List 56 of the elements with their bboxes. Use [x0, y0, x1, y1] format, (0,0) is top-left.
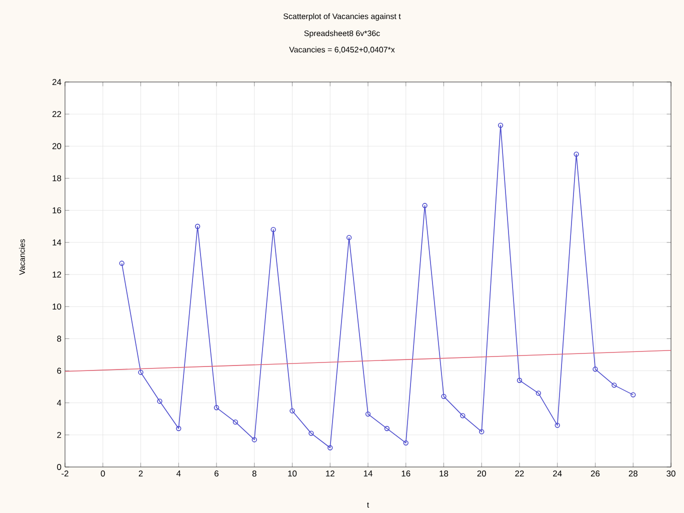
y-tick-label: 12: [52, 272, 62, 278]
point: [138, 370, 144, 375]
y-tick-label: 18: [52, 175, 62, 182]
x-tick-label: 30: [666, 470, 676, 477]
point: [403, 440, 408, 446]
y-tick-label: 0: [57, 464, 62, 470]
y-tick-label: 14: [52, 240, 62, 246]
y-tick-label: 2: [57, 432, 62, 438]
y-tick-label: 20: [52, 143, 62, 150]
point: [441, 394, 446, 400]
point: [328, 445, 333, 450]
point: [232, 419, 238, 425]
point: [270, 226, 276, 232]
point: [574, 152, 579, 157]
point: [554, 422, 560, 428]
x-tick-label: 2: [138, 470, 143, 476]
y-tick-label: 6: [57, 368, 62, 374]
y-tick-label: 10: [52, 304, 62, 310]
y-tick-label: 16: [52, 207, 62, 214]
point: [592, 366, 598, 372]
x-tick-label: 0: [100, 470, 105, 477]
x-tick-label: 28: [628, 470, 638, 477]
x-tick-label: 10: [288, 470, 297, 477]
point: [536, 390, 542, 396]
x-tick-label: 4: [176, 470, 181, 476]
point: [612, 382, 617, 388]
point: [176, 426, 182, 432]
x-tick-label: 16: [402, 470, 410, 477]
x-tick-label: 14: [364, 470, 372, 476]
x-tick-label: 22: [515, 470, 524, 476]
point: [479, 429, 484, 434]
x-tick-label: 24: [553, 470, 562, 476]
point: [214, 405, 220, 410]
point: [290, 408, 295, 414]
x-tick-label: 6: [214, 470, 218, 477]
point: [365, 411, 371, 417]
point: [384, 426, 390, 432]
point: [157, 398, 162, 404]
x-tick-label: -2: [62, 470, 68, 476]
point: [346, 235, 352, 240]
y-tick-label: 24: [52, 79, 62, 85]
x-tick-label: 20: [477, 470, 486, 477]
point: [194, 224, 200, 229]
x-tick-label: 26: [590, 470, 600, 477]
x-tick-label: 12: [326, 470, 334, 476]
point: [422, 202, 428, 208]
point: [252, 437, 257, 442]
point: [516, 378, 522, 383]
y-tick-label: 8: [57, 336, 62, 342]
y-tick-label: 22: [52, 111, 62, 118]
point: [460, 413, 466, 418]
point: [498, 122, 504, 128]
x-tick-label: 8: [252, 470, 256, 477]
point: [308, 430, 314, 436]
x-tick-label: 18: [440, 470, 448, 477]
y-tick-label: 4: [56, 400, 62, 406]
